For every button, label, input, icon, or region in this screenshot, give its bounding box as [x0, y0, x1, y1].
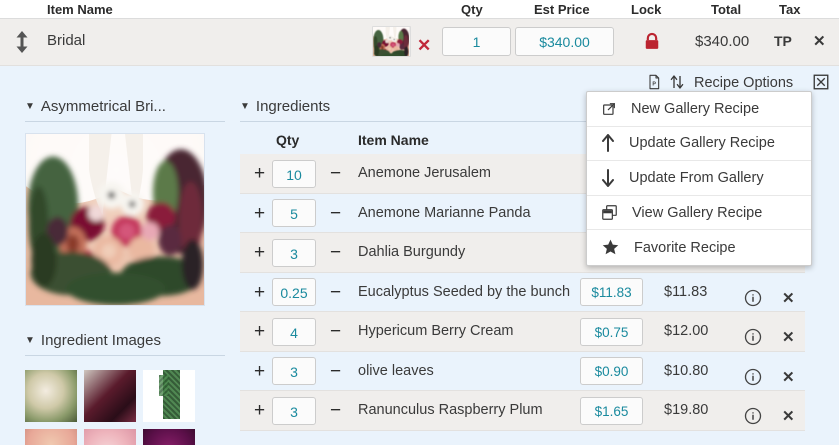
svg-text:P: P [652, 81, 656, 87]
